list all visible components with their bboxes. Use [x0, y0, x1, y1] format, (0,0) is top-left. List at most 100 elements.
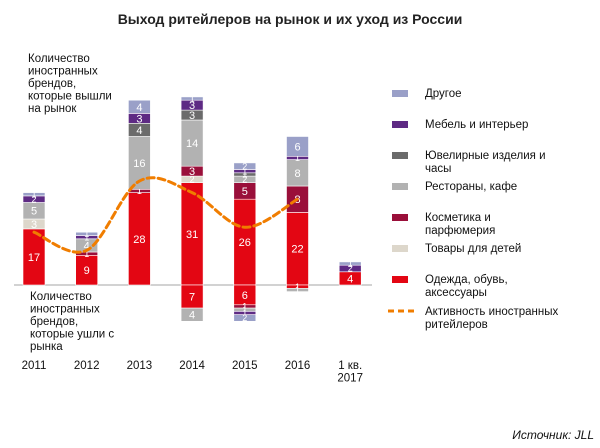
tick-label: 2011: [22, 360, 47, 372]
legend-swatch: [392, 276, 408, 283]
annotation-entered-line: которые вышли: [28, 91, 112, 103]
data-label: 1: [84, 249, 89, 259]
data-label: 3: [189, 110, 195, 122]
data-label: 1: [84, 229, 89, 239]
bar-segment: [338, 261, 362, 266]
legend-swatch: [392, 90, 408, 97]
data-label: 1: [137, 186, 142, 196]
bar-segment-exited: [286, 287, 309, 292]
data-label: 2: [190, 175, 195, 185]
data-label: 4: [136, 125, 142, 137]
data-label: 3: [189, 100, 195, 112]
data-label: 14: [186, 138, 198, 150]
data-label: 3: [31, 219, 37, 231]
data-label: 5: [242, 186, 248, 198]
bar-segment: [180, 96, 204, 101]
annotation-entered-line: Количество: [28, 53, 90, 65]
data-label: 9: [84, 265, 90, 277]
tick-label: 1 кв.: [338, 360, 362, 372]
data-label: 6: [242, 290, 248, 302]
bar-segment: [233, 162, 257, 170]
data-label: 3: [136, 113, 142, 125]
legend-label: Одежда, обувь,: [425, 274, 508, 286]
bar-segment: [286, 136, 309, 157]
annotation-entered-line: на рынок: [28, 103, 77, 115]
data-label: 22: [291, 244, 303, 256]
bar-segment-exited: [233, 314, 257, 322]
bar-segment: [75, 231, 98, 236]
tick-label: 2014: [179, 360, 205, 372]
x-axis-labels: 2011 2012 2013 2014 2015 2016 1 кв.2017: [22, 360, 363, 385]
tick-label: 2017: [337, 373, 363, 385]
data-label: 1: [348, 259, 353, 269]
data-label: 7: [189, 292, 195, 304]
annotation-entered-line: иностранных: [28, 66, 98, 78]
tick-label: 2012: [74, 360, 100, 372]
tick-label: 2015: [232, 360, 258, 372]
legend-label: Другое: [425, 88, 462, 100]
data-label: 17: [28, 252, 40, 264]
data-label: 1: [242, 305, 247, 315]
data-label: 4: [84, 240, 90, 252]
annotation-entered-line: брендов,: [28, 78, 76, 90]
legend-label: Рестораны, кафе: [425, 181, 517, 193]
legend: Другое Мебель и интерьер Ювелирные изделия…: [388, 88, 559, 331]
data-label: 8: [294, 168, 300, 180]
bar-segment: [22, 192, 46, 197]
legend-label: парфюмерия: [425, 225, 495, 237]
data-label: 5: [31, 206, 37, 218]
data-label: 6: [294, 141, 300, 153]
data-label: 4: [136, 102, 142, 114]
data-label: 1: [295, 282, 300, 292]
legend-label: часы: [425, 163, 451, 175]
legend-swatch: [392, 214, 408, 221]
legend-label: ритейлеров: [425, 319, 488, 331]
data-label: 4: [347, 273, 353, 285]
bar-segment-exited: [180, 307, 204, 322]
data-label: 1: [295, 153, 300, 163]
legend-label: Ювелирные изделия и: [425, 150, 546, 162]
data-label: 3: [189, 166, 195, 178]
data-label: 1: [31, 189, 36, 199]
data-label: 1: [242, 308, 247, 318]
annotation-exited-line: иностранных: [30, 304, 100, 316]
annotation-exited-line: рынка: [30, 341, 63, 353]
data-label: 1: [84, 232, 89, 242]
data-label: 1: [295, 285, 300, 295]
data-label: 1: [242, 170, 247, 180]
data-label: 2: [242, 161, 247, 171]
annotation-exited-line: Количество: [30, 291, 92, 303]
data-label: 2: [242, 313, 247, 323]
legend-swatch: [392, 152, 408, 159]
data-label: 26: [239, 237, 251, 249]
data-label: 1: [190, 94, 195, 104]
tick-label: 2016: [285, 360, 311, 372]
bar-segment: [128, 99, 151, 114]
legend-swatch: [392, 183, 408, 190]
chart-title: Выход ритейлеров на рынок и их уход из Р…: [118, 11, 463, 27]
legend-label: аксессуары: [425, 287, 487, 299]
data-label: 4: [189, 310, 195, 322]
data-label: 2: [31, 194, 36, 204]
data-label: 31: [186, 229, 198, 241]
data-label: 16: [133, 158, 145, 170]
annotation-exited-line: которые ушли с: [30, 329, 114, 341]
annotation-exited-line: брендов,: [30, 316, 78, 328]
legend-label: Косметика и: [425, 212, 491, 224]
source-note: Источник: JLL: [512, 428, 594, 442]
data-label: 1: [242, 166, 247, 176]
data-label: 2: [348, 264, 353, 274]
legend-label: Мебель и интерьер: [425, 119, 528, 131]
legend-label: Активность иностранных: [425, 306, 559, 318]
legend-swatch: [392, 121, 408, 128]
legend-label: Товары для детей: [425, 243, 521, 255]
legend-swatch: [392, 245, 408, 252]
data-label: 1: [242, 302, 247, 312]
data-label: 28: [133, 234, 145, 246]
tick-label: 2013: [127, 360, 153, 372]
series-line-activity: [32, 176, 299, 254]
